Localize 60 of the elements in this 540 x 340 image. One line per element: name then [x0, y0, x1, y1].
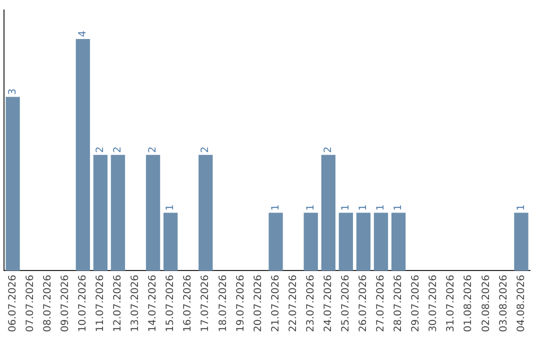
data-label: 1: [340, 204, 352, 211]
x-tick-label: 22.07.2026: [288, 274, 299, 332]
bar: [93, 154, 108, 271]
data-label: 1: [305, 204, 316, 211]
x-tick-label: 18.07.2026: [218, 274, 229, 332]
bar: [198, 154, 213, 271]
x-tick-label: 01.08.2026: [463, 274, 474, 332]
data-label: 3: [7, 88, 18, 95]
x-tick-label: 02.08.2026: [480, 274, 492, 332]
bar: [163, 212, 178, 271]
x-tick-label: 08.07.2026: [42, 274, 54, 332]
x-tick-label: 24.07.2026: [322, 274, 334, 332]
bar: [356, 212, 371, 271]
x-tick-label: 06.07.2026: [7, 274, 18, 332]
x-tick-label: 26.07.2026: [358, 274, 370, 332]
x-tick-label: 17.07.2026: [200, 274, 212, 332]
bar: [6, 96, 20, 271]
bar: [374, 212, 388, 271]
x-tick-label: 29.07.2026: [410, 274, 422, 332]
x-tick-label: 09.07.2026: [60, 274, 71, 332]
x-tick-label: 27.07.2026: [376, 274, 387, 332]
x-tick-label: 13.07.2026: [130, 274, 142, 332]
data-label: 1: [270, 204, 282, 211]
x-tick-label: 31.07.2026: [446, 274, 457, 332]
data-label: 1: [165, 204, 176, 211]
data-label: 1: [376, 204, 387, 211]
x-tick-label: 11.07.2026: [95, 274, 106, 332]
x-tick-label: 04.08.2026: [516, 274, 527, 332]
bar: [146, 154, 160, 271]
x-tick-label: 21.07.2026: [270, 274, 282, 332]
bar: [304, 212, 318, 271]
bar: [268, 212, 283, 271]
data-label: 2: [95, 146, 106, 153]
data-label: 2: [200, 146, 212, 153]
x-tick-label: 23.07.2026: [305, 274, 316, 332]
x-tick-label: 28.07.2026: [393, 274, 404, 332]
x-tick-label: 30.07.2026: [428, 274, 440, 332]
bar: [76, 38, 90, 271]
data-label: 2: [322, 146, 334, 153]
x-tick-label: 10.07.2026: [77, 274, 88, 332]
data-label: 1: [393, 204, 404, 211]
data-label: 1: [516, 204, 527, 211]
bar: [391, 212, 406, 271]
x-tick-label: 12.07.2026: [112, 274, 124, 332]
x-tick-label: 25.07.2026: [340, 274, 352, 332]
bar: [338, 212, 353, 271]
data-label: 4: [77, 30, 88, 37]
x-tick-label: 07.07.2026: [24, 274, 36, 332]
data-label: 2: [148, 146, 159, 153]
x-tick-label: 14.07.2026: [148, 274, 159, 332]
bar: [321, 154, 336, 271]
x-tick-label: 15.07.2026: [165, 274, 176, 332]
bar: [514, 212, 528, 271]
data-label: 2: [112, 146, 124, 153]
x-tick-label: 16.07.2026: [182, 274, 194, 332]
x-tick-label: 20.07.2026: [252, 274, 264, 332]
data-label: 1: [358, 204, 370, 211]
x-tick-label: 19.07.2026: [235, 274, 246, 332]
x-tick-label: 03.08.2026: [498, 274, 510, 332]
bar: [110, 154, 126, 271]
